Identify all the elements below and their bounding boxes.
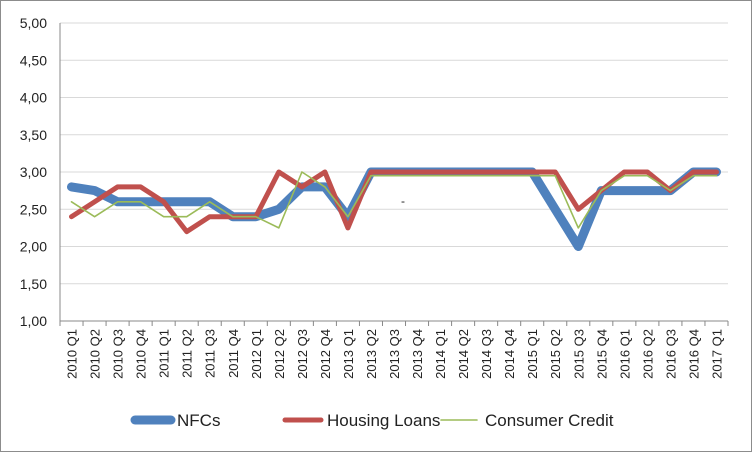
x-tick-label: 2015 Q1 [525, 329, 540, 379]
legend-label: NFCs [177, 411, 220, 430]
legend-label: Housing Loans [327, 411, 440, 430]
x-tick-label: 2014 Q3 [479, 329, 494, 379]
series-line-housing-loans [69, 169, 719, 235]
x-tick-label: 2015 Q4 [594, 329, 609, 379]
legend: NFCs Housing Loans Consumer Credit [130, 411, 614, 430]
x-tick-label: 2012 Q2 [272, 329, 287, 379]
x-tick-label: 2014 Q2 [456, 329, 471, 379]
series-lines [67, 167, 721, 251]
series-line-consumer-credit [70, 171, 718, 229]
gridlines [60, 22, 728, 285]
y-tick-label: 4,50 [20, 52, 47, 68]
legend-label: Consumer Credit [485, 411, 614, 430]
x-tick-label: 2012 Q4 [318, 329, 333, 379]
y-tick-label: 1,50 [20, 276, 47, 292]
x-tick-label: 2010 Q3 [111, 329, 126, 379]
y-tick-label: 3,00 [20, 164, 47, 180]
x-tick-label: 2011 Q4 [226, 329, 241, 378]
y-tick-label: 1,00 [20, 313, 47, 329]
x-tick-label: 2017 Q1 [709, 329, 724, 379]
y-tick-label: 3,50 [20, 127, 47, 143]
x-tick-label: 2016 Q2 [640, 329, 655, 379]
y-tick-label: 4,00 [20, 90, 47, 106]
x-tick-label: 2010 Q1 [65, 329, 80, 379]
x-tick-label: 2016 Q4 [686, 329, 701, 379]
x-tick-label: 2014 Q4 [502, 329, 517, 379]
x-tick-label: 2015 Q3 [571, 329, 586, 379]
x-tick-label: 2010 Q2 [88, 329, 103, 379]
x-tick-label: 2013 Q3 [387, 329, 402, 379]
x-tick-label: 2012 Q3 [295, 329, 310, 379]
x-tick-label: 2014 Q1 [433, 329, 448, 379]
chart-annotation: - [401, 194, 405, 208]
x-tick-label: 2013 Q1 [341, 329, 356, 379]
x-tick-label: 2015 Q2 [548, 329, 563, 379]
x-tick-label: 2011 Q2 [180, 329, 195, 378]
x-tick-label: 2016 Q3 [663, 329, 678, 379]
axes [59, 23, 729, 326]
x-tick-label: 2010 Q4 [134, 329, 149, 379]
x-tick-label: 2012 Q1 [249, 329, 264, 379]
x-tick-label: 2011 Q1 [157, 329, 172, 378]
x-tick-label: 2016 Q1 [617, 329, 632, 379]
y-tick-label: 2,50 [20, 201, 47, 217]
x-tick-label: 2011 Q3 [203, 329, 218, 378]
tick-labels: 1,00 1,50 2,00 2,50 3,00 3,50 4,00 4,50 5,00 2010… [20, 15, 725, 379]
y-tick-label: 5,00 [20, 15, 47, 31]
x-tick-label: 2013 Q4 [410, 329, 425, 379]
y-tick-label: 2,00 [20, 239, 47, 255]
x-tick-label: 2013 Q2 [364, 329, 379, 379]
